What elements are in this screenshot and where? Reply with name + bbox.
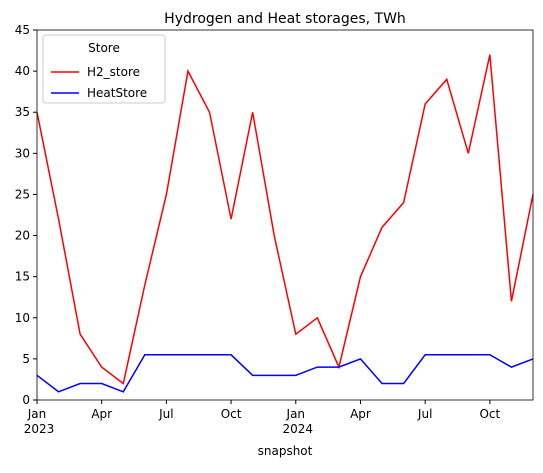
x-tick-label: Oct xyxy=(221,407,242,421)
x-tick-label: Jul xyxy=(417,407,432,421)
x-tick-label: Apr xyxy=(91,407,112,421)
y-tick-label: 40 xyxy=(15,64,30,78)
y-tick-label: 30 xyxy=(15,146,30,160)
x-tick-label: Jan 2024 xyxy=(283,407,314,436)
chart-title: Hydrogen and Heat storages, TWh xyxy=(164,11,406,27)
y-tick-label: 10 xyxy=(15,311,30,325)
y-tick-label: 15 xyxy=(15,270,30,284)
plot-frame xyxy=(36,29,534,401)
x-tick-label: Jul xyxy=(158,407,173,421)
y-tick-label: 25 xyxy=(15,187,30,201)
x-tick-label: Jan 2023 xyxy=(24,407,55,436)
legend-label: H2_store xyxy=(87,65,140,79)
x-tick-label: Oct xyxy=(479,407,500,421)
x-axis-label: snapshot xyxy=(258,444,313,458)
y-tick-label: 20 xyxy=(15,229,30,243)
y-tick-label: 5 xyxy=(22,352,30,366)
legend-title: Store xyxy=(88,41,120,55)
x-tick-label: Apr xyxy=(350,407,371,421)
y-tick-label: 35 xyxy=(15,105,30,119)
legend-box xyxy=(42,34,166,104)
legend-label: HeatStore xyxy=(87,86,147,100)
line-series xyxy=(36,354,534,393)
y-tick-label: 0 xyxy=(22,393,30,407)
line-series xyxy=(36,54,534,385)
y-tick-label: 45 xyxy=(15,23,30,37)
